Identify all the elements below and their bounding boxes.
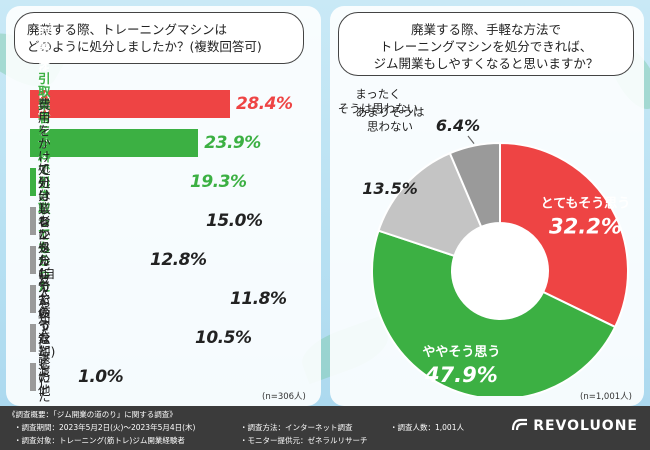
- bar-chart-panel: 廃業する際、トレーニングマシンは どのように処分しましたか？(複数回答可) 買取…: [6, 6, 321, 406]
- donut-chart-panel: 廃業する際、手軽な方法で トレーニングマシンを処分できれば、 ジム開業もしやすく…: [330, 6, 644, 406]
- bar-value-label: 11.8%: [230, 289, 287, 309]
- survey-method: ・調査方法：インターネット調査: [240, 423, 353, 432]
- survey-target: ・調査対象：トレーニング(筋トレ)ジム開業経験者: [14, 436, 185, 445]
- bar-value-label: 10.5%: [195, 328, 252, 348]
- sample-size-note: (n=1,001人): [580, 392, 632, 402]
- bar-value-label: 1.0%: [78, 367, 124, 387]
- leader-line: [467, 135, 475, 144]
- bar-value-label: 28.4%: [236, 94, 293, 114]
- donut-slice-value: 6.4%: [436, 116, 480, 135]
- revoluone-logo: REVOLUONE: [511, 418, 638, 434]
- donut-slice-value: 13.5%: [362, 179, 418, 198]
- bar: [30, 324, 36, 352]
- bar: [30, 207, 36, 235]
- donut-slice-label: ややそう思う: [422, 345, 500, 360]
- bar: [30, 168, 36, 196]
- donut-chart-question: 廃業する際、手軽な方法で トレーニングマシンを処分できれば、 ジム開業もしやすく…: [338, 12, 634, 76]
- bar: [30, 246, 36, 274]
- donut-slice-label: あまりそうは思わない: [356, 105, 425, 133]
- bar-value-label: 23.9%: [204, 133, 261, 153]
- logo-text: REVOLUONE: [533, 418, 638, 434]
- bar: [30, 129, 199, 157]
- donut-slice-value: 47.9%: [424, 363, 498, 387]
- bar-value-label: 12.8%: [150, 250, 207, 270]
- sample-size-note: (n=306人): [262, 392, 306, 402]
- bar: [30, 90, 230, 118]
- donut-slice-label: まったくそうは思わない: [338, 87, 419, 115]
- donut-slice-value: 32.2%: [549, 215, 622, 239]
- survey-period: ・調査期間：2023年5月2日(火)～2023年5月4日(木): [14, 423, 196, 432]
- survey-provider: ・モニター提供元：ゼネラルリサーチ: [240, 436, 368, 445]
- survey-title: 《調査概要：「ジム開業の道のり」に関する調査》: [8, 410, 177, 419]
- bar-value-label: 15.0%: [206, 211, 263, 231]
- donut-hole: [452, 223, 548, 319]
- bar-value-label: 19.3%: [190, 172, 247, 192]
- logo-mark-icon: [512, 418, 528, 431]
- bar-label: その他: [38, 356, 51, 398]
- donut-slice-label: とてもそう思う: [541, 197, 631, 212]
- bar-chart-question: 廃業する際、トレーニングマシンは どのように処分しましたか？(複数回答可): [14, 12, 304, 64]
- donut-chart: とてもそう思う 32.2% ややそう思う 47.9% あまりそうは思わない 13.5% まっ…: [338, 87, 631, 396]
- survey-count: ・調査人数：1,001人: [390, 423, 464, 432]
- bar: [30, 285, 36, 313]
- survey-footer: 《調査概要：「ジム開業の道のり」に関する調査》 ・調査期間：2023年5月2日(…: [0, 406, 650, 450]
- bar: [30, 363, 36, 391]
- bar-label: 友人や知人に譲渡した: [38, 272, 51, 404]
